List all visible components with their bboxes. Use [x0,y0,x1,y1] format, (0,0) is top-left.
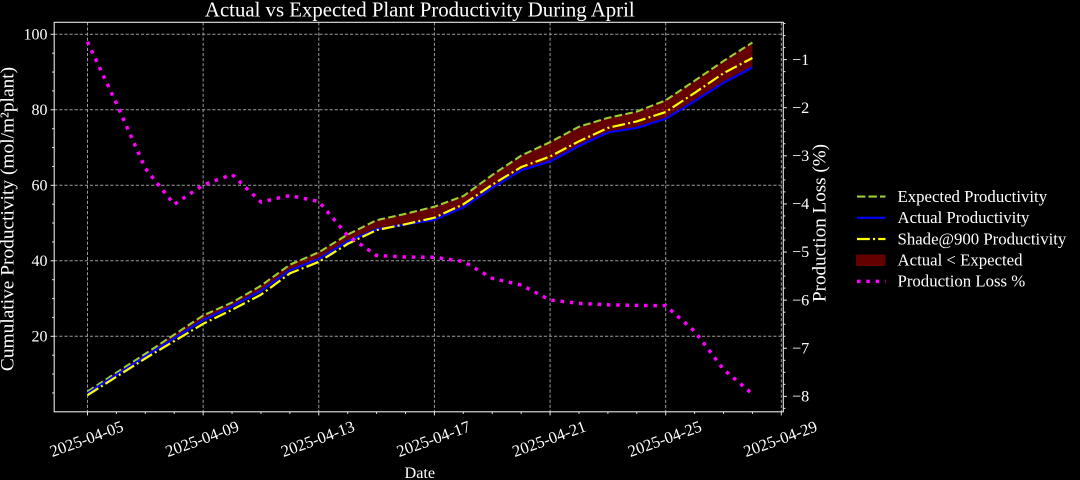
svg-text:Expected Productivity: Expected Productivity [898,187,1048,206]
svg-text:Production Loss (%): Production Loss (%) [810,144,831,302]
svg-text:−8: −8 [792,388,809,406]
svg-text:−3: −3 [792,147,809,165]
svg-text:80: 80 [32,102,48,119]
svg-text:20: 20 [32,329,48,346]
svg-text:−1: −1 [792,51,809,69]
svg-text:Actual Productivity: Actual Productivity [898,208,1031,227]
svg-text:Actual < Expected: Actual < Expected [898,251,1024,270]
svg-text:−2: −2 [792,99,809,117]
svg-text:−7: −7 [792,339,809,357]
svg-text:100: 100 [24,27,48,44]
svg-text:Actual vs Expected Plant Produ: Actual vs Expected Plant Productivity Du… [205,0,635,22]
svg-text:Cumulative Productivity (mol/m: Cumulative Productivity (mol/m²plant) [0,67,19,371]
svg-text:−6: −6 [792,291,809,309]
svg-text:Production Loss %: Production Loss % [898,272,1026,291]
svg-text:Shade@900 Productivity: Shade@900 Productivity [898,229,1067,248]
svg-text:−4: −4 [792,195,809,213]
svg-text:60: 60 [32,178,48,195]
svg-text:40: 40 [32,253,48,270]
svg-text:Date: Date [405,464,436,480]
svg-text:−5: −5 [792,243,809,261]
